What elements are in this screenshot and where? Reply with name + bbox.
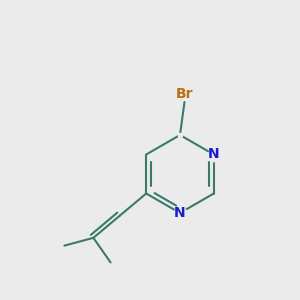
Text: N: N xyxy=(208,148,220,161)
Text: Br: Br xyxy=(176,88,193,101)
Text: N: N xyxy=(174,206,186,220)
